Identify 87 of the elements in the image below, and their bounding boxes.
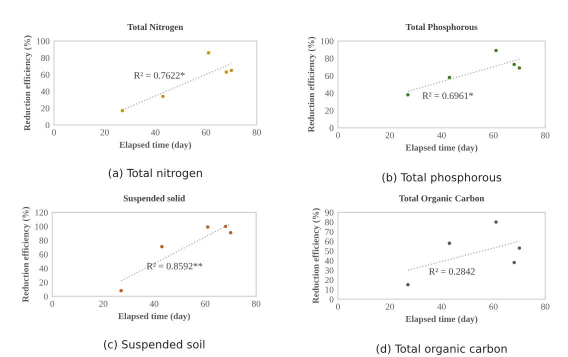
- y-tick-label: 40: [324, 90, 334, 96]
- x-tick-label: 0: [50, 300, 54, 307]
- point: [494, 48, 498, 52]
- point: [206, 225, 210, 229]
- y-tick-label: 40: [39, 265, 48, 272]
- x-tick-label: 20: [99, 300, 108, 307]
- point: [224, 224, 228, 228]
- x-tick-label: 0: [336, 304, 340, 310]
- y-tick-label: 80: [325, 219, 334, 226]
- point: [120, 108, 124, 112]
- y-tick-label: 30: [325, 267, 334, 274]
- x-tick-label: 80: [541, 304, 550, 310]
- annotation: R² = 0.7622*: [134, 72, 185, 79]
- point: [206, 51, 210, 54]
- x-tick-label: 80: [252, 129, 261, 136]
- point: [161, 94, 165, 98]
- x-tick-label: 80: [541, 132, 550, 138]
- annotation: R² = 0.2842: [429, 268, 475, 275]
- y-tick-label: 70: [325, 228, 334, 235]
- y-tick-label: 120: [35, 210, 48, 216]
- y-tick-label: 60: [39, 251, 48, 258]
- y-tick-label: 100: [321, 38, 334, 44]
- text: (d) Total organic carbon: [376, 344, 507, 356]
- y-axis-title: Reduction efficiency (%): [24, 36, 32, 131]
- point: [518, 246, 522, 250]
- y-tick-label: 20: [39, 279, 48, 286]
- y-tick-label: 80: [39, 238, 48, 244]
- y-tick-label: 20: [41, 105, 50, 112]
- y-tick-label: 60: [325, 72, 334, 79]
- y-tick-label: 40: [324, 258, 334, 264]
- point: [448, 242, 452, 245]
- text: (a) Total nitrogen: [108, 168, 202, 180]
- point: [230, 68, 234, 72]
- point: [224, 70, 228, 74]
- x-tick-label: 60: [201, 300, 210, 307]
- point: [518, 66, 522, 70]
- y-tick-label: 40: [40, 88, 50, 95]
- y-axis-title: Reduction efficiency (%): [312, 208, 321, 304]
- chart-title: Total Organic Carbon: [399, 195, 484, 204]
- x-tick-label: 60: [202, 129, 210, 136]
- x-tick-label: 80: [252, 300, 260, 307]
- text: (c) Suspended soil: [104, 340, 204, 351]
- x-axis-title: Elapsed time (day): [406, 316, 478, 324]
- y-tick-label: 50: [325, 248, 334, 254]
- x-tick-label: 60: [489, 304, 498, 310]
- chart-title: Total Nitrogen: [128, 24, 184, 32]
- text: (b) Total phosphorous: [382, 172, 502, 184]
- x-tick-label: 20: [386, 304, 394, 310]
- x-tick-label: 0: [52, 129, 56, 136]
- y-tick-label: 100: [35, 224, 48, 230]
- y-tick-label: 0: [44, 293, 48, 300]
- x-axis-title: Elapsed time (day): [406, 144, 478, 153]
- x-axis-title: Elapsed time (day): [118, 312, 190, 322]
- point: [512, 62, 516, 66]
- y-tick-label: 20: [325, 108, 334, 114]
- y-tick-label: 80: [325, 56, 334, 62]
- y-tick-label: 80: [41, 54, 50, 62]
- x-tick-label: 40: [437, 132, 446, 138]
- y-tick-label: 0: [330, 296, 334, 302]
- y-tick-label: 100: [37, 38, 50, 44]
- point: [119, 289, 123, 292]
- point: [512, 260, 516, 264]
- x-axis-title: Elapsed time (day): [119, 141, 192, 150]
- y-tick-label: 20: [325, 277, 334, 284]
- point: [228, 230, 232, 234]
- point: [406, 283, 410, 286]
- x-tick-label: 20: [100, 129, 109, 136]
- annotation: R² = 0.6961*: [422, 92, 474, 100]
- x-tick-label: 0: [336, 132, 340, 138]
- y-tick-label: 60: [41, 72, 50, 78]
- y-axis-title: Reduction efficiency (%): [22, 206, 30, 302]
- y-tick-label: 0: [46, 122, 50, 128]
- point: [406, 93, 410, 97]
- x-tick-label: 40: [437, 304, 446, 310]
- y-tick-label: 90: [325, 210, 334, 216]
- y-tick-label: 10: [326, 286, 334, 293]
- x-tick-label: 40: [151, 129, 160, 136]
- point: [448, 76, 452, 80]
- annotation: R² = 0.8592**: [146, 262, 202, 270]
- point: [160, 244, 164, 248]
- chart-title: Total Phosphorous: [406, 24, 478, 32]
- x-tick-label: 40: [150, 300, 158, 307]
- x-tick-label: 20: [386, 132, 394, 138]
- chart-title: Suspended solid: [124, 195, 186, 204]
- x-tick-label: 60: [489, 132, 498, 138]
- y-tick-label: 60: [325, 238, 334, 245]
- y-axis-title: Reduction efficiency (%): [308, 36, 316, 132]
